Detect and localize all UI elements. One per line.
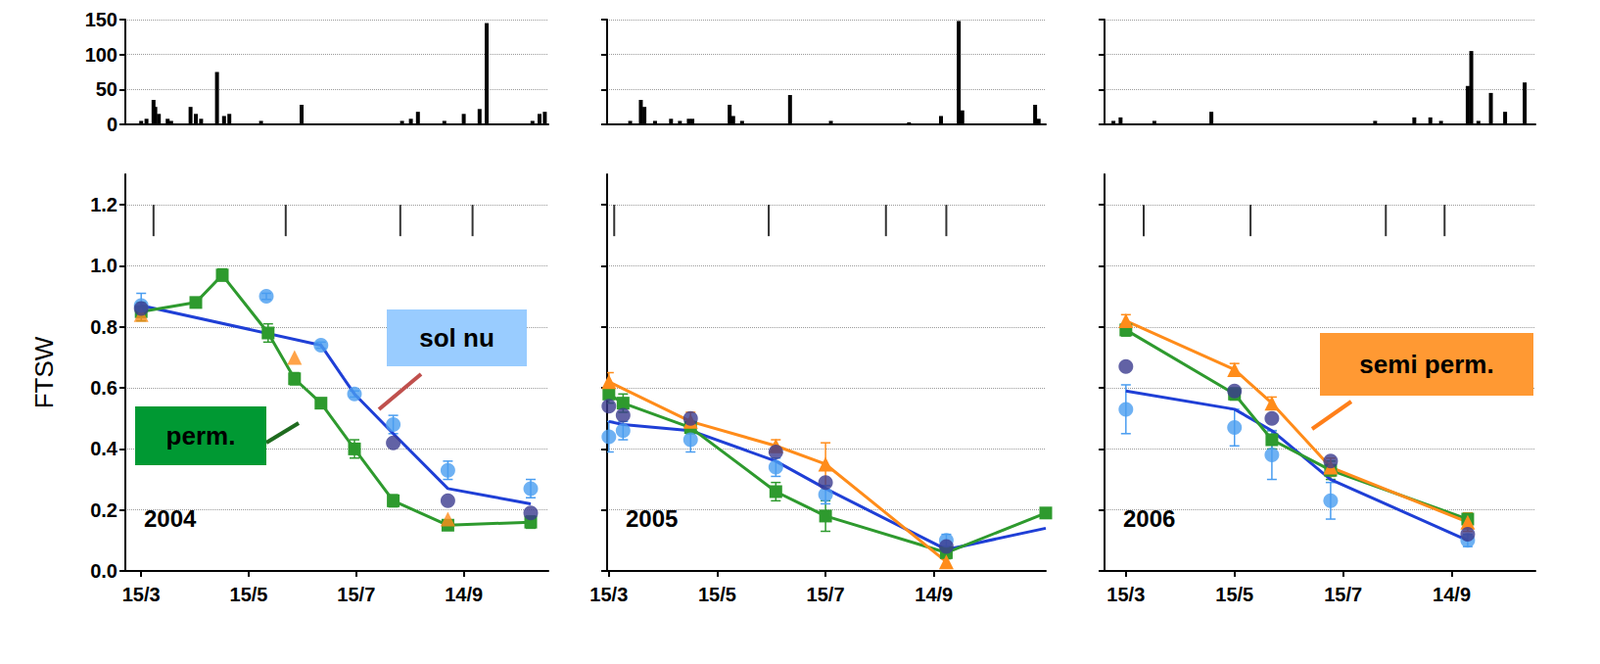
- svg-text:perm.: perm.: [166, 421, 236, 451]
- svg-text:14/9: 14/9: [914, 583, 953, 606]
- svg-text:0.8: 0.8: [90, 316, 118, 338]
- svg-text:FTSW: FTSW: [29, 335, 59, 409]
- svg-text:15/3: 15/3: [1106, 583, 1145, 606]
- svg-text:15/3: 15/3: [122, 583, 161, 606]
- svg-text:15/7: 15/7: [336, 583, 376, 606]
- svg-text:50: 50: [95, 78, 118, 100]
- svg-text:14/9: 14/9: [444, 583, 483, 606]
- svg-text:1.0: 1.0: [90, 254, 118, 277]
- svg-text:15/7: 15/7: [1323, 583, 1363, 606]
- svg-text:0.0: 0.0: [90, 560, 118, 582]
- svg-text:0.6: 0.6: [90, 376, 118, 399]
- svg-text:2005: 2005: [625, 505, 678, 532]
- svg-text:15/5: 15/5: [230, 583, 269, 606]
- svg-text:2004: 2004: [143, 505, 197, 532]
- svg-text:15/3: 15/3: [589, 583, 628, 606]
- svg-text:14/9: 14/9: [1432, 583, 1471, 606]
- svg-text:15/5: 15/5: [698, 583, 737, 606]
- svg-text:150: 150: [85, 8, 118, 31]
- svg-text:15/7: 15/7: [806, 583, 846, 606]
- svg-text:1.2: 1.2: [90, 193, 118, 216]
- svg-text:0.4: 0.4: [90, 437, 119, 460]
- svg-text:15/5: 15/5: [1215, 583, 1254, 606]
- svg-text:semi perm.: semi perm.: [1359, 349, 1494, 379]
- svg-text:100: 100: [85, 44, 118, 66]
- svg-text:2006: 2006: [1123, 505, 1176, 532]
- svg-text:sol nu: sol nu: [419, 323, 495, 353]
- svg-text:0.2: 0.2: [90, 499, 118, 521]
- svg-text:0: 0: [106, 113, 118, 136]
